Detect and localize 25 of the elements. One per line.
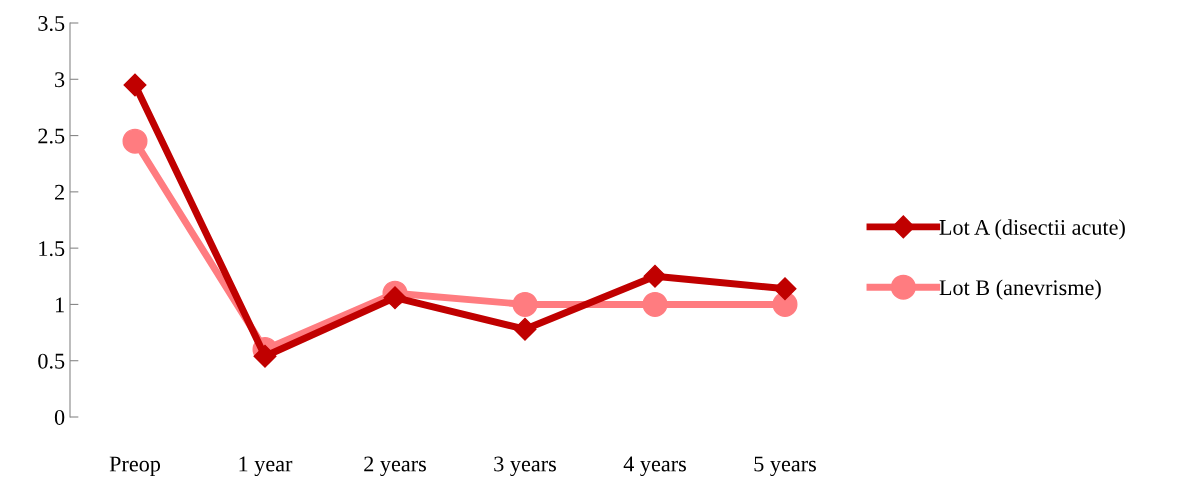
y-tick-label: 0 xyxy=(54,409,65,425)
point xyxy=(642,291,668,317)
x-tick-label: Preop xyxy=(109,456,161,477)
point xyxy=(123,73,147,97)
y-tick-label: 1.5 xyxy=(39,241,65,257)
y-tick-label: 3.5 xyxy=(38,15,65,32)
point xyxy=(383,286,407,310)
y-tick-label: 0.5 xyxy=(38,353,65,369)
point xyxy=(513,317,537,341)
y-tick-label: 2 xyxy=(55,184,64,200)
x-tick-label: 1 year xyxy=(239,456,293,477)
x-tick-label: 3 years xyxy=(494,456,556,477)
point xyxy=(122,128,148,154)
y-tick-label: 1 xyxy=(55,297,64,313)
x-tick-label: 5 years xyxy=(754,456,816,477)
x-tick-label: 2 years xyxy=(364,456,426,477)
point xyxy=(643,264,667,288)
point xyxy=(773,277,797,301)
x-tick-label: 4 years xyxy=(623,456,686,477)
legend-label: Lot A (disectii acute) xyxy=(939,219,1125,240)
y-tick-label: 3 xyxy=(55,72,65,88)
legend-label: Lot B (anevrisme) xyxy=(939,279,1101,300)
point xyxy=(253,344,277,368)
y-tick-label: 2.5 xyxy=(38,128,65,144)
point xyxy=(512,291,538,317)
